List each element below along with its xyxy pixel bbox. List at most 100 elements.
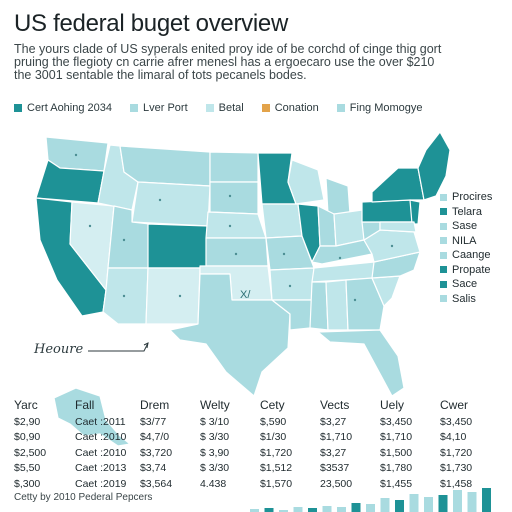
footer-bar bbox=[308, 508, 317, 512]
table-cell: $1,458 bbox=[440, 477, 473, 490]
table-row: $0,90 Caet :2010 $4,7/0 $ 3/30 $1/30 $1,… bbox=[14, 430, 500, 446]
table-cell: $ 3/30 bbox=[199, 462, 230, 475]
side-legend-label: Salis bbox=[452, 292, 476, 305]
table-cell: $3,450 bbox=[380, 415, 413, 428]
side-swatch bbox=[440, 295, 447, 303]
footer-bar bbox=[380, 498, 390, 512]
footer-bars bbox=[250, 488, 491, 512]
table-cell: $3,27 bbox=[319, 415, 347, 428]
state-michigan bbox=[325, 177, 351, 215]
table-cell: $4,7/0 bbox=[139, 431, 170, 444]
table-header: Cety bbox=[259, 398, 285, 412]
state-alabama bbox=[325, 279, 349, 331]
table-cell: $3,720 bbox=[139, 446, 173, 459]
side-legend-label: NILA bbox=[452, 234, 477, 247]
table-cell: $1,570 bbox=[259, 477, 293, 490]
state-arizona bbox=[102, 267, 149, 325]
budget-table: Yarc Fall Drem Welty Cety Vects Uely Cwe… bbox=[14, 396, 500, 492]
side-legend-item: Sase bbox=[440, 219, 492, 234]
table-cell: $,300 bbox=[14, 477, 41, 490]
side-swatch bbox=[440, 208, 447, 216]
table-cell: $1,720 bbox=[259, 446, 293, 459]
table-cell: $5,50 bbox=[14, 462, 41, 475]
table-row: $2,500 Caet :2010 $3,720 $ 3,90 $1,720 $… bbox=[14, 445, 500, 461]
state-arkansas bbox=[269, 267, 315, 301]
state-maryland bbox=[379, 221, 417, 233]
legend-item: Fing Momogye bbox=[336, 102, 423, 114]
table-cell: Caet :2010 bbox=[75, 446, 127, 459]
footer-bar bbox=[250, 509, 259, 512]
legend-label: Lver Port bbox=[143, 102, 188, 114]
legend-item: Lver Port bbox=[130, 102, 188, 114]
side-legend-item: Caange bbox=[440, 248, 492, 263]
table-cell: $1/30 bbox=[259, 431, 287, 444]
table-cell: $2,90 bbox=[14, 415, 41, 428]
legend-swatch bbox=[336, 104, 345, 112]
legend-label: Betal bbox=[218, 102, 244, 114]
state-texas bbox=[169, 273, 291, 397]
table-header: Uely bbox=[380, 398, 405, 412]
table-cell: Caet :2019 bbox=[75, 477, 127, 490]
map-marker bbox=[158, 198, 162, 202]
side-legend-label: Procires bbox=[452, 191, 493, 204]
side-swatch bbox=[440, 280, 447, 288]
table-cell: $3537 bbox=[319, 462, 350, 475]
table-cell: Caet :2013 bbox=[75, 462, 127, 475]
table-header: Welty bbox=[199, 398, 230, 412]
footer-bar bbox=[351, 503, 361, 512]
state-shapes bbox=[35, 131, 451, 447]
footer-bar bbox=[279, 510, 288, 512]
table-cell: $ 3/30 bbox=[199, 431, 230, 444]
footer-bar bbox=[453, 490, 462, 512]
footer-bar bbox=[264, 508, 274, 512]
footer-bar bbox=[409, 494, 419, 512]
top-legend: Cert Aohing 2034 Lver Port Betal Conatio… bbox=[14, 102, 504, 114]
table-cell: $3,27 bbox=[319, 446, 347, 459]
footer-bar bbox=[482, 488, 491, 512]
page-title: US federal buget overview bbox=[14, 10, 288, 37]
state-florida bbox=[317, 329, 405, 397]
map-marker bbox=[282, 252, 286, 256]
legend-label: Fing Momogye bbox=[349, 102, 423, 114]
table-cell: $1,720 bbox=[440, 446, 473, 459]
side-legend-item: Procires bbox=[440, 190, 492, 205]
legend-item: Betal bbox=[205, 102, 244, 114]
map-marker bbox=[288, 284, 292, 288]
map-marker bbox=[390, 244, 394, 248]
table-cell: $ 3/10 bbox=[199, 415, 230, 428]
table-row: $5,50 Caet :2013 $3,74 $ 3/30 $1,512 $35… bbox=[14, 461, 500, 477]
footer-source: Cetty by 2010 Pederal Pepcers bbox=[14, 492, 153, 503]
table-cell: $3,74 bbox=[139, 462, 167, 475]
table-cell: $1,730 bbox=[440, 462, 473, 475]
state-new-mexico bbox=[145, 267, 201, 325]
table-header: Cwer bbox=[440, 398, 469, 412]
table-cell: $2,500 bbox=[14, 446, 47, 459]
table-cell: $1,512 bbox=[259, 462, 293, 475]
table-header: Drem bbox=[139, 398, 170, 412]
footer-bar bbox=[366, 504, 375, 512]
state-wyoming bbox=[131, 181, 211, 227]
footer-bar bbox=[395, 500, 404, 512]
state-new-york bbox=[371, 167, 425, 203]
table-cell: Caet :2011 bbox=[75, 415, 126, 428]
table-cell: $3,450 bbox=[440, 415, 473, 428]
us-map: X/ bbox=[35, 131, 451, 447]
state-nebraska bbox=[205, 211, 267, 239]
state-north-dakota bbox=[209, 151, 259, 183]
table-header: Vects bbox=[319, 398, 350, 412]
subtitle-line: The yours clade of US syperals enited pr… bbox=[14, 42, 442, 56]
subtitle-line: the 3001 sentable the limaral of tots pe… bbox=[14, 68, 307, 82]
side-legend-item: Sace bbox=[440, 277, 492, 292]
subtitle-line: pruing the flegioty cn carrie afrer mene… bbox=[14, 55, 435, 69]
footer-bar bbox=[424, 497, 433, 512]
state-new-jersey bbox=[409, 199, 421, 225]
table-cell: 23,500 bbox=[319, 477, 353, 490]
map-marker bbox=[234, 252, 238, 256]
table-cell: 4.438 bbox=[199, 477, 227, 490]
side-legend-item: Propate bbox=[440, 263, 492, 278]
table-cell: $1,710 bbox=[319, 431, 353, 444]
table-cell: $1,500 bbox=[380, 446, 413, 459]
side-legend-item: Salis bbox=[440, 292, 492, 307]
table-row: $,300 Caet :2019 $3,564 4.438 $1,570 23,… bbox=[14, 476, 500, 492]
side-legend-label: Propate bbox=[452, 263, 491, 276]
